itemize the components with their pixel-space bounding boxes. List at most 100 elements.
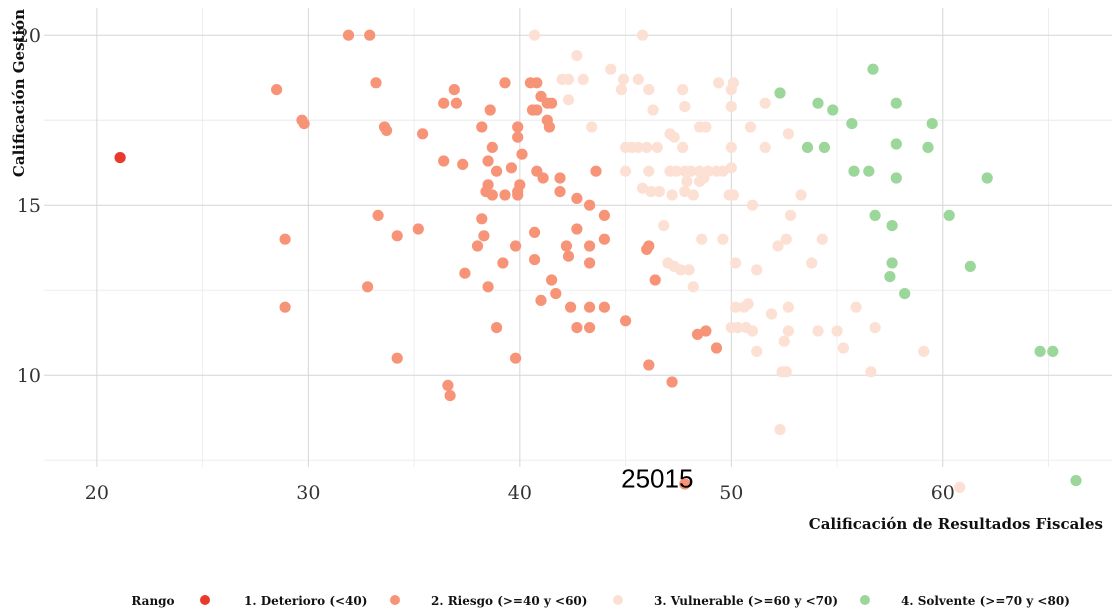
- series-1: [114, 152, 126, 164]
- y-tick-label: 15: [17, 195, 41, 217]
- data-point: [516, 148, 528, 160]
- data-point: [677, 141, 689, 153]
- data-point: [795, 189, 807, 201]
- legend-label-vulnerable: 3. Vulnerable (>=60 y <70): [654, 594, 838, 608]
- data-point: [620, 165, 632, 177]
- data-point: [746, 325, 759, 337]
- data-point: [867, 63, 879, 75]
- data-point: [643, 84, 655, 96]
- data-point: [869, 322, 881, 334]
- data-point: [846, 118, 858, 130]
- data-point: [512, 121, 524, 133]
- data-point: [1070, 475, 1082, 487]
- data-point: [444, 390, 456, 402]
- y-tick-label: 20: [17, 25, 41, 47]
- legend-swatch-riesgo: [390, 595, 400, 605]
- data-point: [658, 220, 670, 232]
- data-point: [598, 301, 611, 313]
- data-point: [546, 274, 558, 286]
- data-point: [586, 121, 598, 133]
- data-point: [725, 101, 737, 113]
- data-point: [486, 189, 498, 201]
- data-point: [529, 29, 541, 41]
- data-point: [679, 186, 691, 198]
- data-point: [562, 250, 575, 262]
- data-point: [772, 240, 784, 252]
- legend: Rango 1. Deterioro (<40) 2. Riesgo (>=40…: [131, 594, 1069, 608]
- data-point: [922, 141, 934, 153]
- data-point: [670, 165, 682, 177]
- data-point: [816, 233, 828, 245]
- data-point: [617, 73, 630, 85]
- data-point: [562, 94, 575, 106]
- data-point: [675, 264, 687, 276]
- data-point: [700, 325, 712, 337]
- data-point: [562, 73, 575, 85]
- data-points: [114, 29, 1082, 493]
- x-tick-label: 50: [719, 482, 743, 504]
- data-point: [683, 264, 695, 276]
- grid: [44, 8, 1112, 467]
- data-point: [782, 301, 795, 313]
- data-point: [457, 158, 469, 170]
- data-point: [681, 175, 693, 187]
- data-point: [918, 345, 930, 357]
- data-point: [848, 165, 860, 177]
- data-point: [537, 172, 549, 184]
- legend-title: Rango: [131, 594, 174, 608]
- data-point: [1047, 345, 1059, 357]
- x-tick-label: 40: [508, 482, 532, 504]
- data-point: [643, 359, 655, 371]
- data-point: [584, 322, 596, 334]
- data-point: [774, 87, 786, 99]
- data-point: [512, 131, 524, 143]
- data-point: [491, 322, 503, 334]
- data-point: [717, 233, 729, 245]
- data-point: [812, 97, 824, 109]
- data-point: [1034, 345, 1046, 357]
- series-2: [271, 29, 723, 490]
- data-point: [890, 138, 902, 150]
- data-point: [778, 335, 790, 347]
- data-point: [751, 345, 763, 357]
- data-point: [482, 155, 494, 167]
- data-point: [717, 165, 729, 177]
- data-point: [730, 301, 742, 313]
- data-point: [372, 209, 384, 221]
- data-point: [584, 257, 596, 269]
- data-point: [571, 223, 583, 235]
- data-point: [725, 162, 737, 174]
- data-point: [759, 97, 771, 109]
- data-point: [598, 209, 611, 221]
- data-point: [643, 240, 655, 252]
- data-point: [571, 50, 583, 62]
- data-point: [886, 220, 898, 232]
- data-point: [865, 366, 877, 378]
- data-point: [827, 104, 839, 116]
- data-point: [746, 199, 759, 211]
- data-point: [831, 325, 843, 337]
- data-point: [478, 230, 490, 242]
- data-point: [687, 189, 699, 201]
- data-point: [782, 325, 795, 337]
- data-point: [505, 162, 517, 174]
- data-point: [730, 257, 742, 269]
- y-tick-label: 10: [17, 365, 41, 387]
- data-point: [584, 199, 596, 211]
- data-point: [837, 342, 850, 354]
- data-point: [850, 301, 862, 313]
- data-point: [818, 141, 831, 153]
- legend-label-deterioro: 1. Deterioro (<40): [244, 594, 367, 608]
- data-point: [560, 240, 573, 252]
- data-point: [370, 77, 382, 89]
- data-point: [438, 155, 450, 167]
- data-point: [679, 101, 691, 113]
- data-point: [806, 257, 818, 269]
- data-point: [643, 165, 655, 177]
- data-point: [450, 97, 462, 109]
- data-point: [620, 315, 632, 327]
- data-point: [710, 342, 723, 354]
- data-point: [685, 165, 697, 177]
- data-point: [531, 104, 543, 116]
- data-point: [554, 186, 566, 198]
